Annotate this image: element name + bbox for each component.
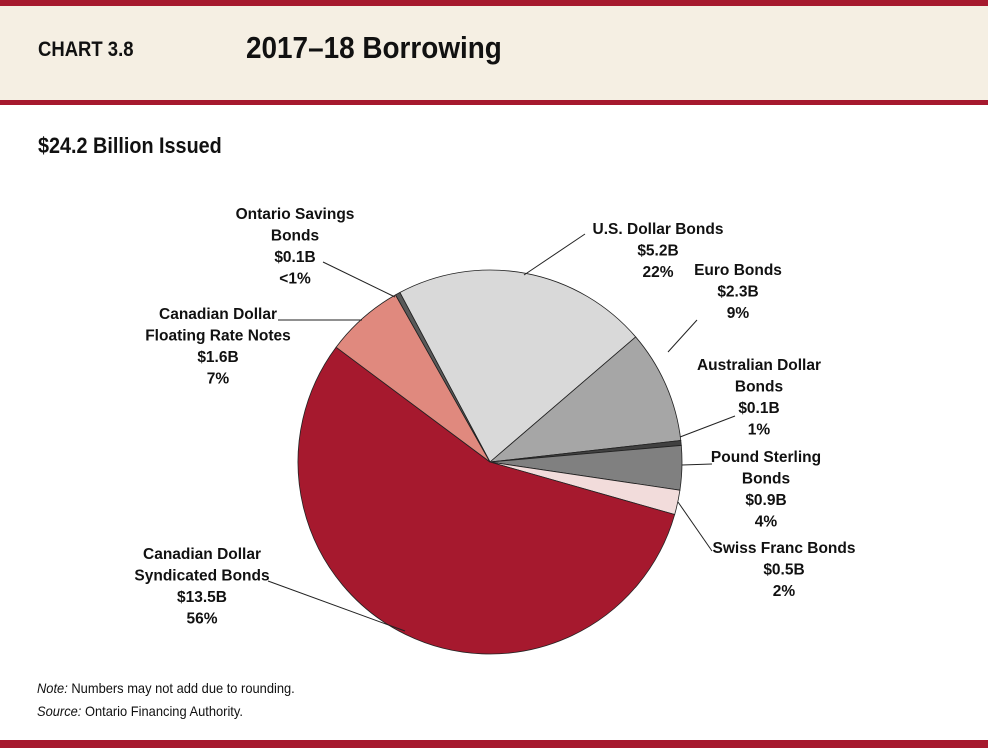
data-label-u-s-dollar-bonds: U.S. Dollar Bonds [593, 221, 724, 238]
data-label-canadian-dollar-syndicated-bonds: Syndicated Bonds [134, 568, 269, 585]
leader-line-euro-bonds [667, 319, 698, 353]
data-label-euro-bonds: Euro Bonds [694, 262, 782, 279]
data-label-pound-sterling-bonds: Bonds [742, 471, 790, 488]
data-label-ontario-savings-bonds: <1% [279, 271, 311, 288]
leader-line-u-s-dollar-bonds [523, 233, 586, 276]
data-label-u-s-dollar-bonds: $5.2B [637, 243, 678, 260]
leader-line-pound-sterling-bonds [681, 463, 713, 466]
chart-title: 2017–18 Borrowing [246, 30, 502, 65]
data-label-australian-dollar-bonds: $0.1B [738, 400, 779, 417]
header-divider [0, 100, 988, 105]
data-label-canadian-dollar-floating-rate-notes: Floating Rate Notes [145, 328, 291, 345]
data-label-pound-sterling-bonds: $0.9B [745, 492, 786, 509]
data-label-australian-dollar-bonds: Bonds [735, 379, 783, 396]
leader-line-swiss-franc-bonds [677, 501, 713, 552]
data-label-australian-dollar-bonds: 1% [748, 422, 771, 439]
source-label: Source: [37, 703, 82, 719]
data-label-swiss-franc-bonds: Swiss Franc Bonds [713, 540, 856, 557]
data-label-canadian-dollar-floating-rate-notes: 7% [207, 371, 230, 388]
chart-number: CHART 3.8 [38, 38, 134, 61]
data-label-ontario-savings-bonds: $0.1B [274, 249, 315, 266]
data-label-euro-bonds: $2.3B [717, 284, 758, 301]
note-text: Numbers may not add due to rounding. [67, 680, 295, 696]
note-label: Note: [37, 680, 68, 696]
source: Source: Ontario Financing Authority. [37, 703, 243, 719]
chart-subtitle: $24.2 Billion Issued [38, 133, 222, 158]
data-label-canadian-dollar-syndicated-bonds: Canadian Dollar [143, 546, 261, 563]
data-label-ontario-savings-bonds: Ontario Savings [236, 206, 355, 223]
data-label-euro-bonds: 9% [727, 305, 750, 322]
data-label-swiss-franc-bonds: 2% [773, 583, 796, 600]
data-label-swiss-franc-bonds: $0.5B [763, 562, 804, 579]
bottom-border [0, 740, 988, 748]
data-label-canadian-dollar-syndicated-bonds: 56% [186, 611, 217, 628]
data-label-u-s-dollar-bonds: 22% [642, 264, 673, 281]
data-label-pound-sterling-bonds: Pound Sterling [711, 449, 821, 466]
leader-line-ontario-savings-bonds [322, 261, 396, 298]
source-text: Ontario Financing Authority. [81, 703, 243, 719]
data-label-canadian-dollar-floating-rate-notes: $1.6B [197, 349, 238, 366]
data-label-canadian-dollar-floating-rate-notes: Canadian Dollar [159, 306, 277, 323]
leader-line-canadian-dollar-syndicated-bonds [267, 580, 406, 632]
data-label-australian-dollar-bonds: Australian Dollar [697, 357, 821, 374]
pie-slice-ontario-savings-bonds [394, 291, 491, 463]
top-border [0, 0, 988, 6]
note: Note: Numbers may not add due to roundin… [37, 680, 295, 696]
data-label-pound-sterling-bonds: 4% [755, 514, 778, 531]
pie-slice-canadian-dollar-syndicated-bonds [297, 346, 676, 655]
chart-header: CHART 3.8 2017–18 Borrowing [0, 6, 988, 100]
data-label-ontario-savings-bonds: Bonds [271, 228, 319, 245]
data-label-canadian-dollar-syndicated-bonds: $13.5B [177, 589, 227, 606]
leader-line-australian-dollar-bonds [679, 415, 736, 438]
